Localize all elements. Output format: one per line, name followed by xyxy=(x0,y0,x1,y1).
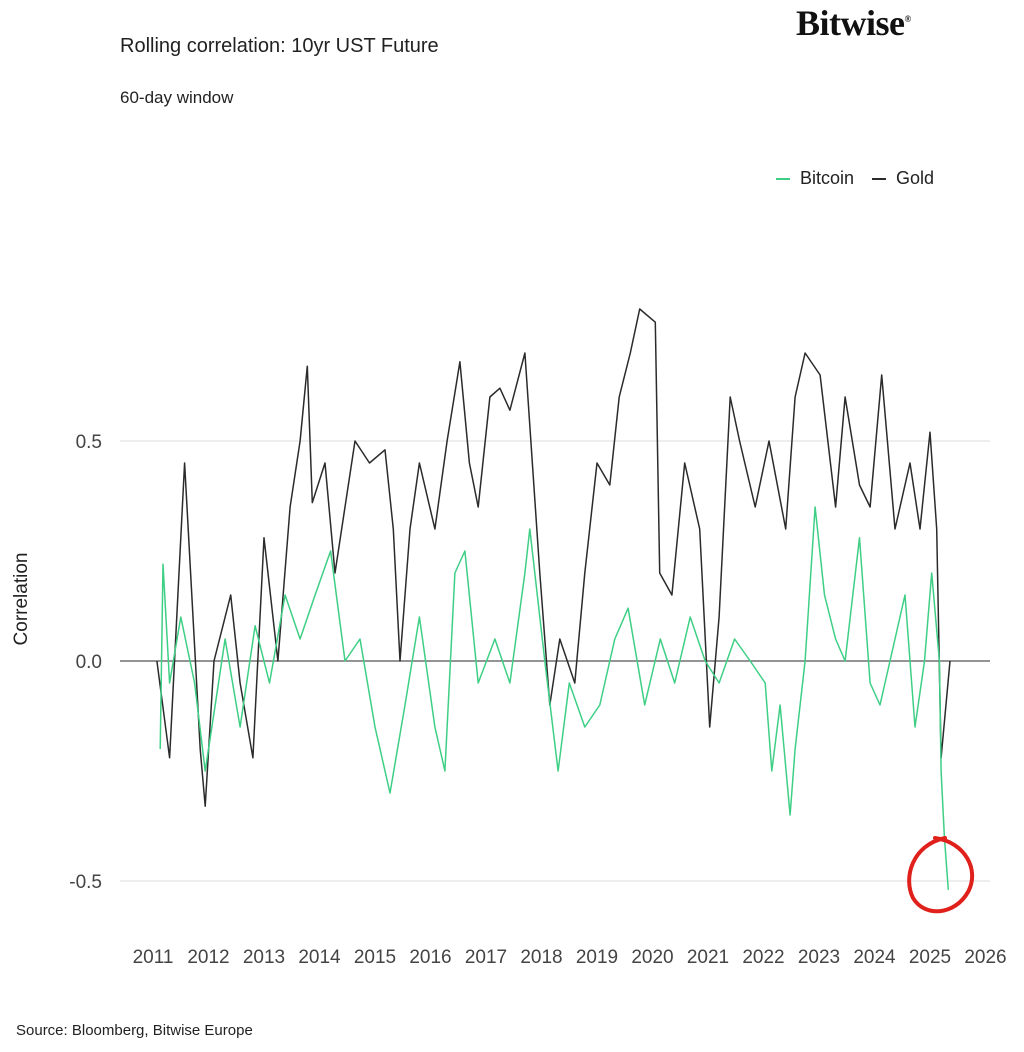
x-tick-label: 2021 xyxy=(687,947,729,968)
x-tick-label: 2022 xyxy=(742,947,784,968)
x-tick-label: 2018 xyxy=(520,947,562,968)
chart-subtitle: 60-day window xyxy=(120,88,234,107)
y-tick-label: 0.0 xyxy=(76,652,102,673)
x-tick-label: 2014 xyxy=(298,947,341,968)
legend-swatch-gold xyxy=(872,177,887,180)
x-tick-label: 2025 xyxy=(909,947,951,968)
legend-label-bitcoin: Bitcoin xyxy=(800,168,855,188)
y-tick-label: -0.5 xyxy=(69,872,102,893)
x-tick-label: 2017 xyxy=(465,947,507,968)
x-tick-label: 2024 xyxy=(853,947,896,968)
series-line-bitcoin xyxy=(159,506,950,890)
series-line-gold xyxy=(156,308,951,807)
x-tick-label: 2020 xyxy=(631,947,673,968)
annotation-circle xyxy=(907,836,975,914)
x-tick-label: 2026 xyxy=(964,947,1006,968)
x-tick-label: 2013 xyxy=(243,947,285,968)
x-tick-label: 2012 xyxy=(187,947,229,968)
legend-label-gold: Gold xyxy=(896,168,935,188)
legend-swatch-bitcoin xyxy=(776,177,790,180)
bitwise-logo: Bitwise® xyxy=(796,3,911,43)
x-tick-label: 2019 xyxy=(576,947,618,968)
legend: Bitcoin Gold xyxy=(776,168,934,189)
source-note: Source: Bloomberg, Bitwise Europe xyxy=(16,1022,253,1039)
chart-title: Rolling correlation: 10yr UST Future xyxy=(120,35,439,57)
x-tick-label: 2023 xyxy=(798,947,840,968)
y-tick-label: 0.5 xyxy=(76,432,102,453)
x-tick-label: 2015 xyxy=(354,947,396,968)
x-tick-label: 2011 xyxy=(133,947,174,968)
x-tick-label: 2016 xyxy=(409,947,451,968)
